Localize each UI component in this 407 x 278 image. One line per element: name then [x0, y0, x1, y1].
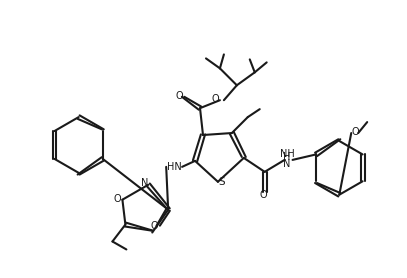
Text: N: N — [140, 178, 148, 188]
Text: O: O — [114, 194, 121, 204]
Text: O: O — [211, 94, 219, 104]
Text: N: N — [283, 159, 290, 169]
Text: HN: HN — [167, 162, 182, 172]
Text: O: O — [351, 127, 359, 137]
Text: O: O — [175, 91, 183, 101]
Text: O: O — [260, 190, 267, 200]
Text: O: O — [151, 220, 158, 230]
Text: NH: NH — [280, 149, 295, 159]
Text: S: S — [219, 177, 225, 187]
Text: H: H — [283, 152, 290, 162]
